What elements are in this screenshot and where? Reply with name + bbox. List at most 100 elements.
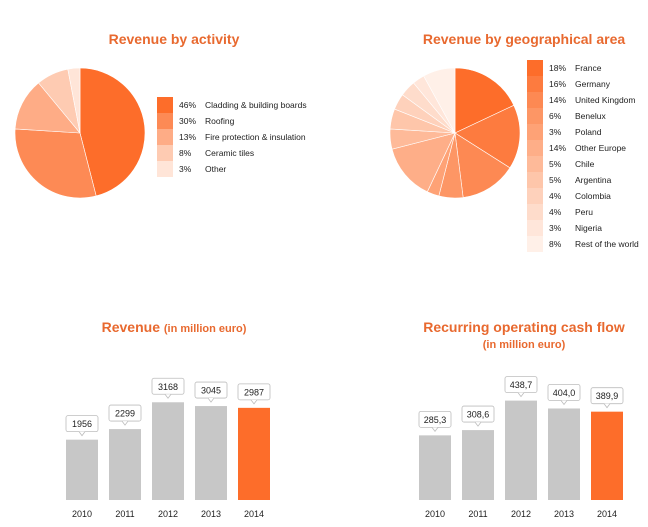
cashflow-callout-pointer xyxy=(560,400,568,406)
activity-pie-slice-0 xyxy=(79,68,145,197)
revenue-callout-pointer xyxy=(250,399,258,405)
revenue-chart-title: Revenue (in million euro) xyxy=(40,319,308,335)
geo-legend-item: 3% Nigeria xyxy=(527,220,602,236)
cashflow-value-label: 438,7 xyxy=(510,380,533,390)
revenue-value-label: 1956 xyxy=(72,419,92,429)
cashflow-x-tick-label: 2012 xyxy=(511,509,531,519)
revenue-x-tick-label: 2011 xyxy=(115,509,134,519)
activity-legend-label: Ceramic tiles xyxy=(205,148,255,158)
geo-legend-pct: 3% xyxy=(549,223,562,233)
activity-legend-pct: 13% xyxy=(179,132,197,142)
geo-legend-item: 18% France xyxy=(527,60,601,76)
revenue-subtitle: (in million euro) xyxy=(163,323,247,335)
activity-legend-pct: 30% xyxy=(179,116,197,126)
cashflow-callout-pointer xyxy=(603,403,611,409)
geo-legend-swatch xyxy=(527,188,543,204)
cashflow-value-callout: 404,0 xyxy=(547,384,581,406)
cashflow-callout-pointer xyxy=(431,427,439,433)
geo-pie-chart xyxy=(390,68,520,198)
revenue-callout-pointer xyxy=(121,420,129,426)
activity-legend-pct: 46% xyxy=(179,100,197,110)
cashflow-bar xyxy=(591,411,623,500)
geo-legend-swatch xyxy=(527,76,543,92)
geo-legend-pct: 8% xyxy=(549,239,562,249)
activity-legend-item: 8% Ceramic tiles xyxy=(157,145,254,161)
activity-pie-slice-1 xyxy=(15,128,97,198)
geo-legend-item: 8% Rest of the world xyxy=(527,236,639,252)
activity-legend-item: 30% Roofing xyxy=(157,113,234,129)
activity-legend-swatch xyxy=(157,145,173,161)
revenue-title-text: Revenue xyxy=(101,319,160,335)
activity-legend-swatch xyxy=(157,129,173,145)
geo-legend-swatch xyxy=(527,124,543,140)
activity-legend: 46% Cladding & building boards 30% Roofing 1… xyxy=(157,97,347,179)
revenue-bar xyxy=(238,407,270,500)
activity-legend-item: 46% Cladding & building boards xyxy=(157,97,307,113)
geo-legend-swatch xyxy=(527,156,543,172)
geo-legend-label: Chile xyxy=(575,159,595,169)
geo-legend-swatch xyxy=(527,220,543,236)
geo-legend-item: 4% Colombia xyxy=(527,188,611,204)
activity-legend-label: Fire protection & insulation xyxy=(205,132,306,142)
geo-legend-label: Other Europe xyxy=(575,143,627,153)
revenue-value-callout: 3045 xyxy=(194,381,228,403)
cashflow-callout-pointer xyxy=(517,392,525,398)
geo-legend-item: 16% Germany xyxy=(527,76,610,92)
geo-legend-pct: 16% xyxy=(549,79,567,89)
geo-legend-label: Benelux xyxy=(575,111,606,121)
revenue-x-tick-label: 2012 xyxy=(158,509,178,519)
cashflow-value-label: 389,9 xyxy=(596,391,619,401)
revenue-callout-box xyxy=(194,381,228,399)
geo-legend-swatch xyxy=(527,140,543,156)
geo-legend-swatch xyxy=(527,108,543,124)
geo-legend-label: Peru xyxy=(575,207,593,217)
revenue-callout-pointer xyxy=(164,394,172,399)
geo-legend-pct: 4% xyxy=(549,191,562,201)
cashflow-bar-chart: 285,3 2010 308,6 2011 438,7 2012 404,0 2013 389,… xyxy=(418,376,624,519)
activity-legend-pct: 3% xyxy=(179,164,192,174)
geo-legend-label: Rest of the world xyxy=(575,239,639,249)
cashflow-bar xyxy=(548,408,580,500)
activity-chart-title: Revenue by activity xyxy=(108,31,240,47)
geo-legend-label: United Kingdom xyxy=(575,95,636,105)
activity-legend-label: Cladding & building boards xyxy=(205,100,307,110)
revenue-callout-box xyxy=(151,377,185,395)
revenue-bar xyxy=(66,439,98,500)
geo-pie-slice-0 xyxy=(454,68,515,134)
geo-pie-slice-5 xyxy=(391,132,456,193)
activity-legend-pct: 8% xyxy=(179,148,192,158)
activity-legend-swatch xyxy=(157,113,173,129)
revenue-value-callout: 3168 xyxy=(151,377,185,399)
geo-legend-pct: 6% xyxy=(549,111,562,121)
cashflow-value-label: 308,6 xyxy=(467,410,490,420)
activity-legend-item: 13% Fire protection & insulation xyxy=(157,129,306,145)
revenue-callout-box xyxy=(108,404,142,422)
cashflow-callout-box xyxy=(590,387,624,405)
revenue-value-label: 3045 xyxy=(201,386,221,396)
cashflow-value-callout: 285,3 xyxy=(418,410,452,433)
geo-legend-pct: 4% xyxy=(549,207,562,217)
geo-legend-pct: 5% xyxy=(549,159,562,169)
revenue-x-tick-label: 2010 xyxy=(72,509,92,519)
geo-legend-swatch xyxy=(527,172,543,188)
cashflow-subtitle: (in million euro) xyxy=(482,339,566,351)
cashflow-value-callout: 308,6 xyxy=(461,405,495,427)
cashflow-x-tick-label: 2010 xyxy=(425,509,445,519)
geo-chart-title: Revenue by geographical area xyxy=(422,31,626,47)
revenue-bar xyxy=(109,429,141,500)
geo-legend-pct: 3% xyxy=(549,127,562,137)
geo-legend-label: Germany xyxy=(575,79,610,89)
geo-legend-swatch xyxy=(527,204,543,220)
revenue-callout-box xyxy=(237,383,271,401)
revenue-value-callout: 1956 xyxy=(65,415,99,437)
revenue-value-callout: 2299 xyxy=(108,404,142,426)
revenue-bar-chart: 1956 2010 2299 2011 3168 2012 3045 2013 2987 2014 xyxy=(65,377,271,519)
geo-legend-item: 5% Chile xyxy=(527,156,594,172)
cashflow-value-callout: 438,7 xyxy=(504,376,538,398)
geo-legend-swatch xyxy=(527,236,543,252)
activity-legend-item: 3% Other xyxy=(157,161,226,177)
cashflow-x-tick-label: 2011 xyxy=(468,509,487,519)
cashflow-chart-title: Recurring operating cash flow xyxy=(423,319,625,335)
revenue-value-label: 3168 xyxy=(158,382,178,392)
revenue-x-tick-label: 2014 xyxy=(244,509,264,519)
